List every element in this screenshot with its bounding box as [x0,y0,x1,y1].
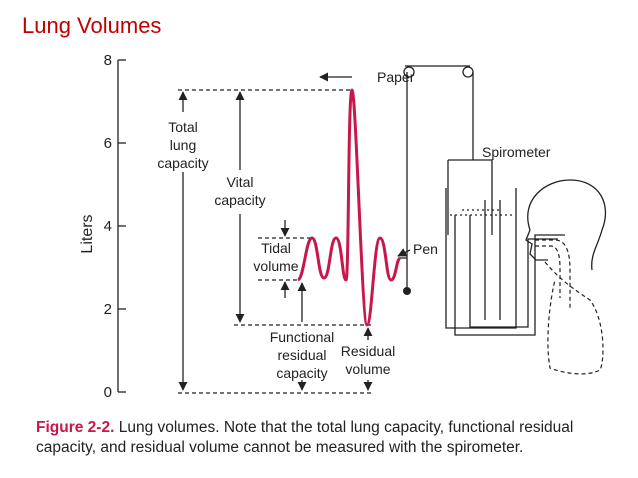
axis-label: Liters [79,214,96,253]
tick-label: 2 [104,301,112,318]
label: Residual [341,343,395,359]
title: Lung Volumes [22,13,161,38]
label: capacity [214,192,265,208]
label: volume [345,361,390,377]
tick-label: 4 [104,218,112,235]
label: Pen [413,241,438,257]
label: Functional [270,329,335,345]
caption-text: Lung volumes. Note that the total lung c… [119,419,574,436]
figure-number: Figure 2-2. [36,419,114,436]
spirometer-device [400,65,565,336]
tick-label: 6 [104,135,112,152]
label: Paper [377,69,415,85]
y-axis: 0 2 4 6 8 [104,52,126,401]
arrows [178,72,411,391]
label: Spirometer [482,144,551,160]
label: volume [253,258,298,274]
volume-trace [296,88,402,327]
reference-lines [178,89,372,394]
label: Tidal [261,240,291,256]
label: capacity [157,155,208,171]
label: lung [170,137,196,153]
person [525,179,607,375]
label: Vital [227,174,254,190]
label: capacity [276,365,327,381]
label: residual [277,347,326,363]
label: Total [168,119,198,135]
caption-line: capacity, and residual volume cannot be … [36,439,523,456]
tick-label: 8 [104,52,112,69]
caption-line: Figure 2-2. Lung volumes. Note that the … [36,419,573,436]
tick-label: 0 [104,384,112,401]
labels: Paper Spirometer Pen Total lung capacity Vital… [157,69,550,381]
